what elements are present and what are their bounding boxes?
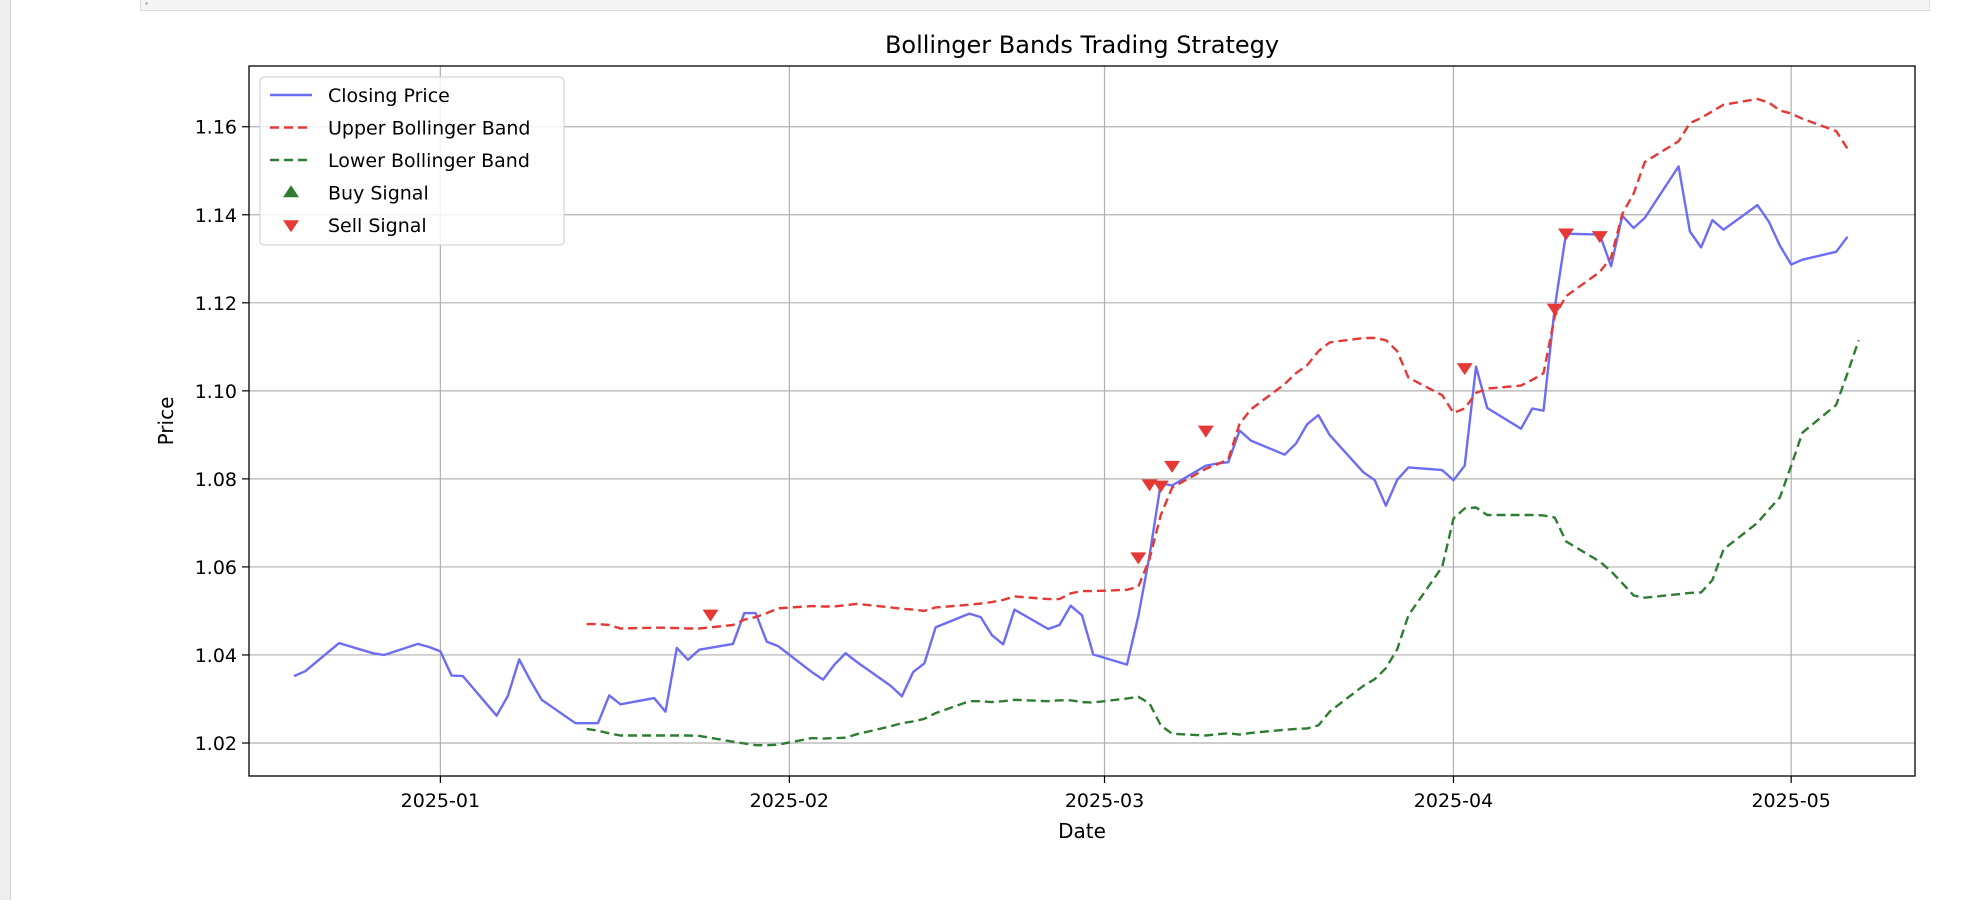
x-tick-label: 2025-04 bbox=[1414, 790, 1493, 812]
x-axis-label: Date bbox=[1058, 819, 1106, 843]
chart-title: Bollinger Bands Trading Strategy bbox=[885, 31, 1279, 59]
x-tick-label: 2025-03 bbox=[1065, 790, 1144, 812]
legend-label: Lower Bollinger Band bbox=[328, 150, 530, 172]
cell-marker bbox=[145, 2, 148, 5]
y-tick-label: 1.16 bbox=[195, 117, 237, 139]
legend-label: Closing Price bbox=[328, 85, 450, 107]
legend-label: Sell Signal bbox=[328, 215, 427, 237]
sell-signal-marker bbox=[1546, 303, 1563, 316]
legend-marker bbox=[283, 185, 299, 198]
legend-item: Lower Bollinger Band bbox=[270, 150, 530, 172]
x-tick-label: 2025-01 bbox=[401, 790, 480, 812]
plot-frame bbox=[248, 65, 1916, 777]
series-line-closing-price bbox=[293, 165, 1849, 725]
legend-item: Upper Bollinger Band bbox=[270, 118, 531, 140]
series-line-upper-bollinger-band bbox=[586, 97, 1849, 630]
x-tick-label: 2025-05 bbox=[1751, 790, 1830, 812]
series-line-lower-bollinger-band bbox=[586, 339, 1860, 747]
y-axis-label: Price bbox=[154, 397, 178, 446]
x-tick-label: 2025-02 bbox=[750, 790, 829, 812]
y-tick-label: 1.10 bbox=[195, 381, 237, 403]
y-tick-label: 1.04 bbox=[195, 645, 237, 667]
legend-marker bbox=[283, 220, 299, 233]
sell-signal-marker bbox=[1558, 228, 1575, 241]
notebook-cell-strip bbox=[140, 0, 1930, 11]
sell-signal-marker bbox=[1130, 552, 1147, 565]
sell-signal-marker bbox=[1152, 480, 1169, 493]
legend-items: Closing Price Upper Bollinger Band Lower B… bbox=[270, 85, 531, 237]
y-tick-label: 1.14 bbox=[195, 205, 237, 227]
legend-label: Buy Signal bbox=[328, 183, 429, 205]
legend: Closing Price Upper Bollinger Band Lower B… bbox=[259, 76, 565, 246]
sell-signal-marker bbox=[1197, 425, 1214, 438]
y-tick-label: 1.02 bbox=[195, 733, 237, 755]
sell-signal-marker bbox=[1591, 231, 1608, 244]
legend-box bbox=[259, 76, 565, 246]
tick-layer: 2025-01 2025-02 2025-03 2025-04 2025-05 1.02 1… bbox=[195, 117, 1831, 812]
legend-item: Sell Signal bbox=[283, 215, 427, 237]
sell-signal-marker bbox=[1164, 460, 1181, 473]
legend-item: Closing Price bbox=[270, 85, 450, 107]
y-tick-label: 1.06 bbox=[195, 557, 237, 579]
sell-signal-marker bbox=[1456, 363, 1473, 376]
signal-marker-layer bbox=[702, 228, 1608, 622]
legend-item: Buy Signal bbox=[283, 183, 429, 205]
sell-signal-marker bbox=[1141, 479, 1158, 492]
legend-label: Upper Bollinger Band bbox=[328, 118, 531, 140]
window-left-edge bbox=[0, 0, 11, 900]
sell-signal-marker bbox=[702, 609, 719, 622]
y-tick-label: 1.08 bbox=[195, 469, 237, 491]
y-tick-label: 1.12 bbox=[195, 293, 237, 315]
